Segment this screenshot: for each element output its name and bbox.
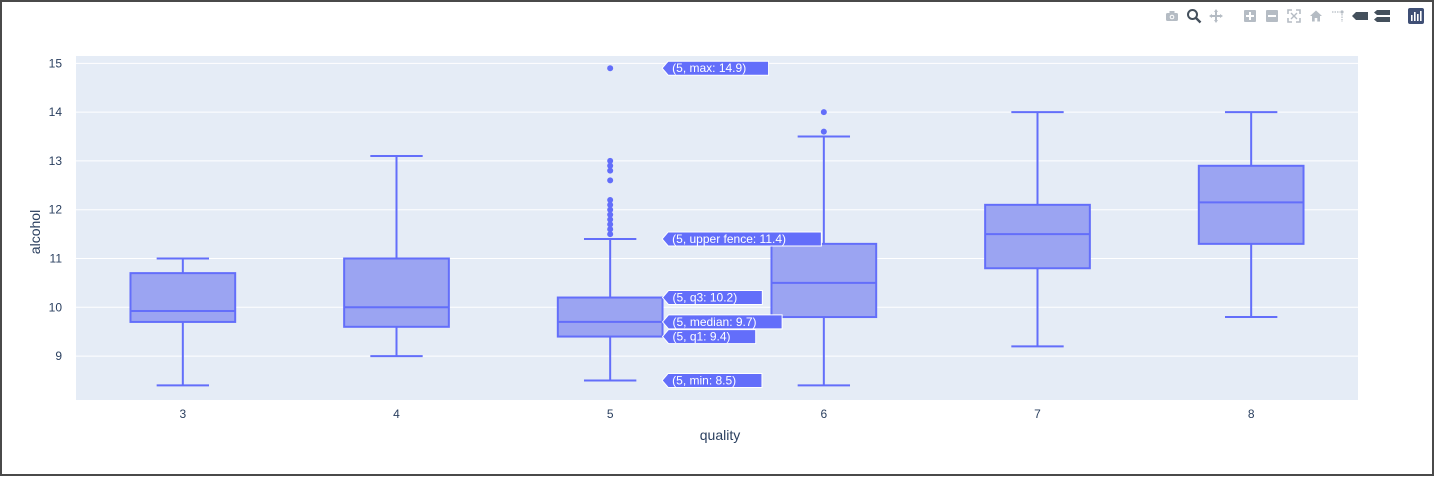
y-tick-label: 10: [49, 300, 63, 314]
x-tick-label: 8: [1248, 407, 1255, 421]
outlier-point: [607, 162, 614, 169]
y-tick-label: 15: [49, 56, 63, 70]
x-tick-label: 7: [1034, 407, 1041, 421]
hover-label-box: [661, 231, 822, 247]
iqr-box: [129, 272, 237, 323]
outlier-point: [607, 201, 614, 208]
y-tick-label: 11: [50, 251, 63, 265]
outlier-point: [607, 196, 614, 203]
hover-label-min: (5, min: 8.5): [661, 372, 763, 388]
iqr-box: [556, 296, 664, 338]
hover-label-text: (5, q3: 10.2): [673, 291, 738, 305]
zoom-out-icon[interactable]: [1262, 6, 1282, 26]
hover-label-q3: (5, q3: 10.2): [661, 290, 763, 306]
outlier-point: [607, 206, 614, 213]
outlier-point: [607, 226, 614, 233]
hover-label-text: (5, q1: 9.4): [673, 330, 731, 344]
hover-closest-icon[interactable]: [1350, 6, 1370, 26]
hover-label-upper_fence: (5, upper fence: 11.4): [661, 231, 822, 247]
autoscale-icon[interactable]: [1284, 6, 1304, 26]
x-tick-label: 5: [607, 407, 614, 421]
box-4: [343, 155, 450, 358]
box-8: [1197, 111, 1305, 319]
hover-label-q1: (5, q1: 9.4): [661, 329, 757, 345]
boxes: [129, 65, 1305, 387]
iqr-box: [343, 257, 450, 328]
hover-label-text: (5, min: 8.5): [672, 373, 736, 387]
box-5: [556, 65, 664, 382]
outlier-point: [607, 221, 614, 228]
hover-label-box: [661, 290, 763, 306]
zoom-icon[interactable]: [1184, 6, 1204, 26]
hover-label-box: [661, 60, 770, 76]
hover-label-text: (5, upper fence: 11.4): [672, 232, 786, 246]
x-axis-label: quality: [700, 427, 740, 443]
home-icon[interactable]: [1306, 6, 1326, 26]
box-6: [770, 109, 878, 387]
iqr-box: [984, 203, 1091, 270]
spike-lines-icon[interactable]: [1328, 6, 1348, 26]
iqr-box: [1197, 164, 1305, 245]
y-axis-label: alcohol: [27, 210, 43, 254]
outlier-point: [607, 167, 614, 174]
y-tick-label: 14: [49, 105, 63, 119]
outlier-point: [607, 216, 614, 223]
hover-label-text: (5, max: 14.9): [672, 61, 746, 75]
hover-label-box: [661, 329, 757, 345]
box-7: [984, 111, 1091, 348]
hover-label-text: (5, median: 9.7): [673, 315, 757, 329]
y-tick-label: 13: [49, 154, 63, 168]
outlier-point: [607, 231, 614, 238]
x-tick-label: 6: [820, 407, 827, 421]
iqr-box: [770, 242, 878, 319]
y-tick-label: 9: [55, 349, 62, 363]
outlier-point: [607, 65, 614, 72]
zoom-in-icon[interactable]: [1240, 6, 1260, 26]
outlier-point: [820, 128, 827, 135]
outlier-point: [820, 109, 827, 116]
hover-label-box: [661, 372, 763, 388]
plot-area: [76, 56, 1358, 400]
y-axis-ticks: 9 10 11 12 13 14 15: [49, 56, 63, 363]
pan-icon[interactable]: [1206, 6, 1226, 26]
modebar: [1162, 6, 1426, 26]
hover-label-box: [661, 314, 783, 330]
outlier-point: [607, 177, 614, 184]
box-3: [129, 257, 237, 387]
x-axis-ticks: 3 4 5 6 7 8: [179, 407, 1254, 421]
hover-labels: (5, max: 14.9) (5, upper fence: 11.4) (5, …: [661, 60, 822, 388]
hover-label-median: (5, median: 9.7): [661, 314, 783, 330]
outlier-point: [607, 211, 614, 218]
plotly-logo-icon[interactable]: [1406, 6, 1426, 26]
x-tick-label: 4: [393, 407, 400, 421]
hover-label-max: (5, max: 14.9): [661, 60, 770, 76]
camera-icon[interactable]: [1162, 6, 1182, 26]
y-tick-label: 12: [49, 203, 63, 217]
outlier-point: [607, 157, 614, 164]
x-tick-label: 3: [179, 407, 186, 421]
hover-compare-icon[interactable]: [1372, 6, 1392, 26]
